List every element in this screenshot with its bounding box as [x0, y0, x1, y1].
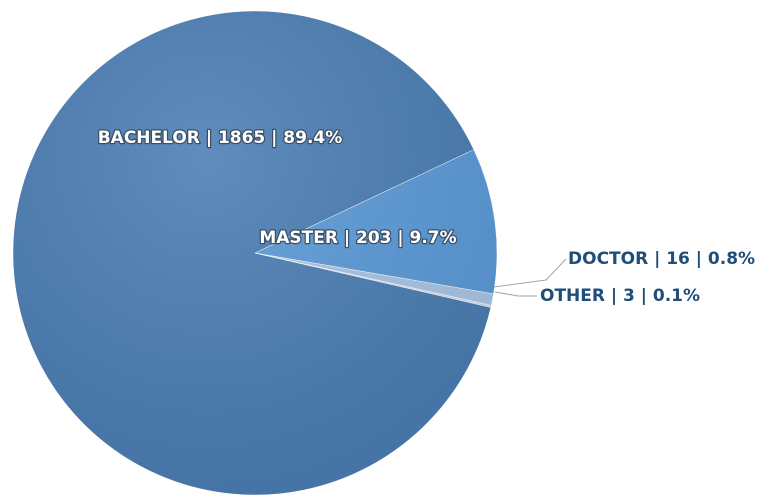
leader-line [493, 258, 567, 288]
slice-label: OTHER | 3 | 0.1% [540, 286, 700, 306]
slice-label: DOCTOR | 16 | 0.8% [568, 249, 755, 269]
leader-line [494, 291, 537, 297]
slice-label: BACHELOR | 1865 | 89.4% [98, 128, 343, 148]
slice-label: MASTER | 203 | 9.7% [259, 228, 456, 248]
